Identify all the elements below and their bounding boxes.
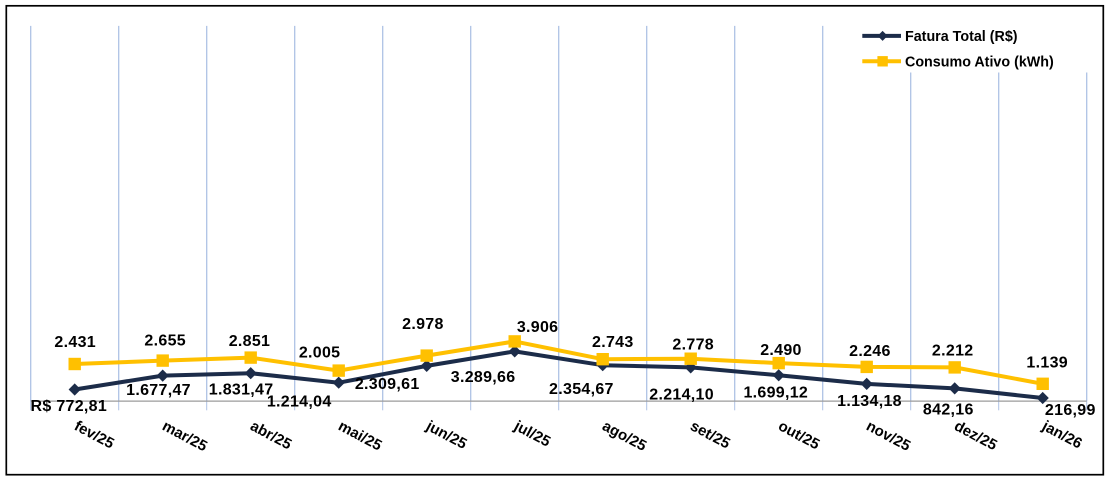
svg-text:1.214,04: 1.214,04: [267, 394, 332, 411]
svg-text:2.354,67: 2.354,67: [549, 381, 614, 398]
svg-text:1.699,12: 1.699,12: [743, 384, 808, 401]
svg-text:2.309,61: 2.309,61: [355, 376, 420, 393]
svg-text:216,99: 216,99: [1045, 402, 1096, 419]
svg-text:1.134,18: 1.134,18: [837, 393, 902, 410]
svg-text:842,16: 842,16: [923, 401, 974, 418]
svg-text:1.831,47: 1.831,47: [209, 381, 274, 398]
svg-text:Fatura Total (R$): Fatura Total (R$): [905, 29, 1018, 45]
svg-text:2.246: 2.246: [849, 343, 891, 360]
svg-text:2.743: 2.743: [592, 334, 634, 351]
svg-text:R$ 772,81: R$ 772,81: [31, 398, 108, 415]
svg-text:2.978: 2.978: [402, 316, 444, 333]
svg-text:2.490: 2.490: [760, 342, 802, 359]
svg-text:3.289,66: 3.289,66: [451, 369, 516, 386]
svg-text:1.677,47: 1.677,47: [126, 382, 191, 399]
svg-text:2.005: 2.005: [299, 344, 341, 361]
svg-text:1.139: 1.139: [1026, 354, 1068, 371]
svg-text:2.214,10: 2.214,10: [649, 387, 714, 404]
svg-text:Consumo Ativo (kWh): Consumo Ativo (kWh): [905, 54, 1054, 70]
svg-text:2.778: 2.778: [672, 337, 714, 354]
svg-text:2.655: 2.655: [144, 333, 186, 350]
svg-text:2.212: 2.212: [932, 343, 974, 360]
svg-text:3.906: 3.906: [517, 319, 559, 336]
svg-text:2.851: 2.851: [229, 333, 271, 350]
svg-text:2.431: 2.431: [54, 334, 96, 351]
